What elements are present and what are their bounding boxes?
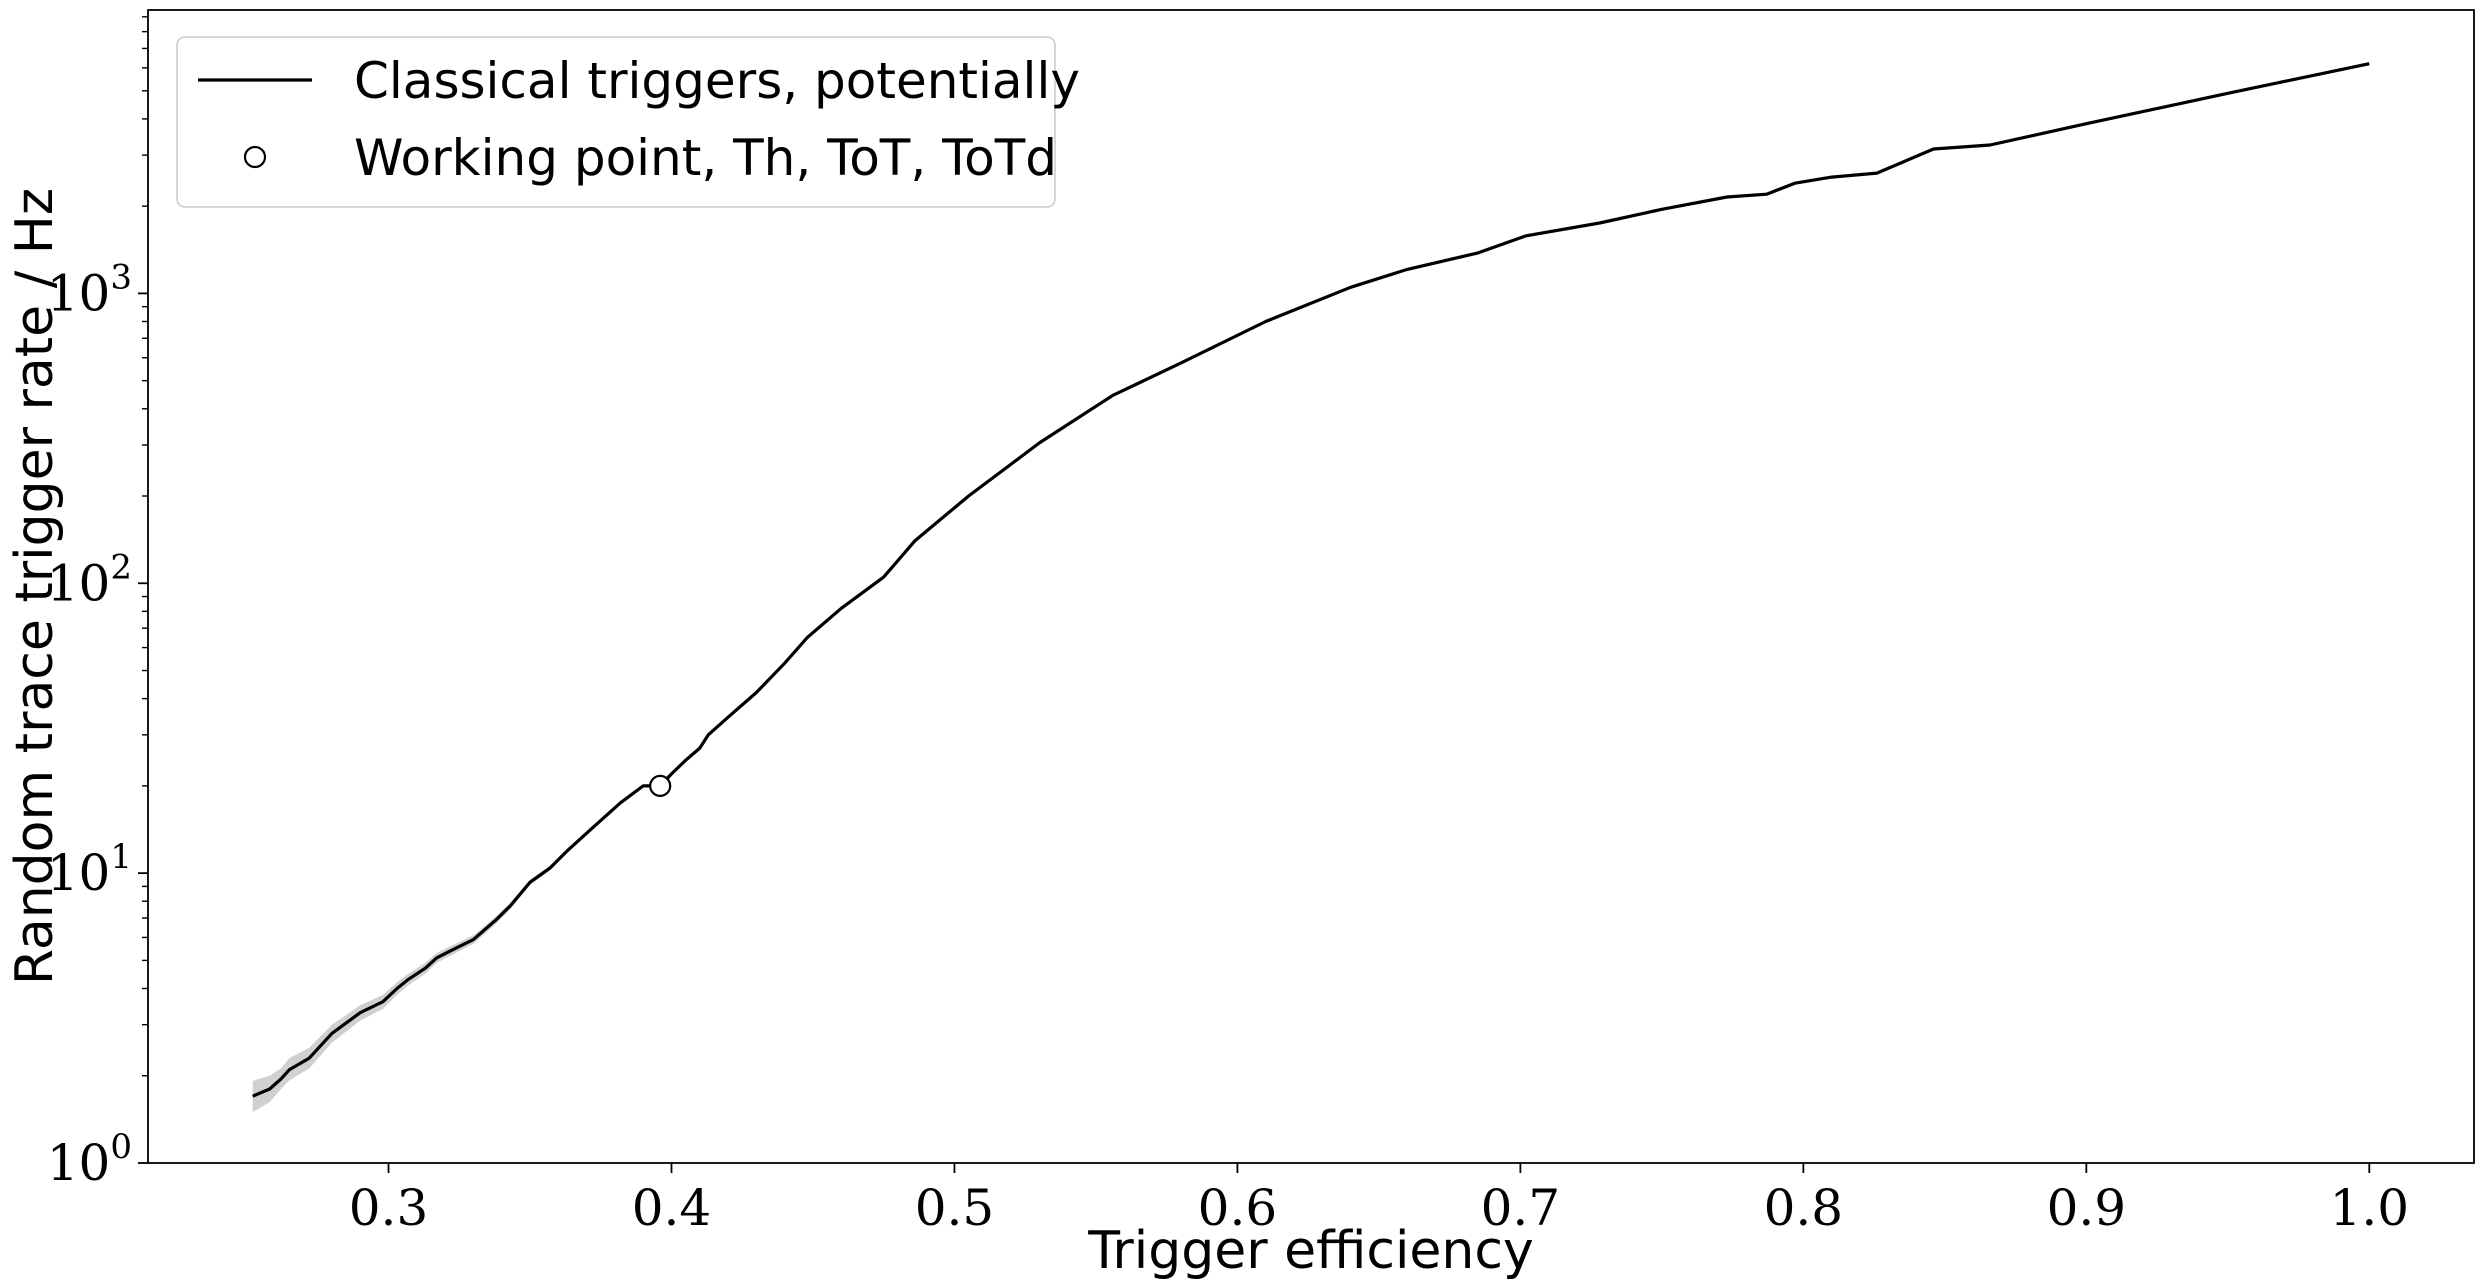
legend-label: Working point, Th, ToT, ToTd <box>354 129 1057 187</box>
y-tick-label: 100 <box>47 1127 132 1192</box>
uncertainty-band <box>252 63 2370 1113</box>
axes: 0.3 0.4 0.5 0.6 0.7 0.8 0.9 1.0 100 101 102 103 <box>47 9 2475 1237</box>
x-tick-label: 0.6 <box>1198 1179 1278 1237</box>
x-tick-label: 0.3 <box>349 1179 429 1237</box>
y-tick-label: 103 <box>47 257 132 322</box>
axes-frame <box>147 9 2475 1164</box>
y-axis-label: Random trace trigger rate / Hz <box>5 188 65 985</box>
x-tick-label: 0.7 <box>1481 1179 1561 1237</box>
plot-area <box>252 62 2370 1113</box>
x-tick-label: 0.5 <box>915 1179 995 1237</box>
y-tick-label: 101 <box>47 837 132 902</box>
legend: Classical triggers, potentially Working p… <box>176 36 1080 208</box>
x-tick-label: 0.9 <box>2047 1179 2127 1237</box>
legend-box <box>176 36 1056 208</box>
y-tick-label: 102 <box>47 547 132 612</box>
legend-marker-swatch <box>243 145 267 169</box>
series-line <box>252 62 2370 1098</box>
working-point-marker <box>649 774 672 797</box>
x-tick-label: 1.0 <box>2330 1179 2410 1237</box>
legend-label: Classical triggers, potentially <box>354 52 1080 110</box>
x-tick-label: 0.8 <box>1764 1179 1844 1237</box>
x-axis-label: Trigger efficiency <box>1087 1221 1533 1281</box>
x-tick-label: 0.4 <box>632 1179 712 1237</box>
